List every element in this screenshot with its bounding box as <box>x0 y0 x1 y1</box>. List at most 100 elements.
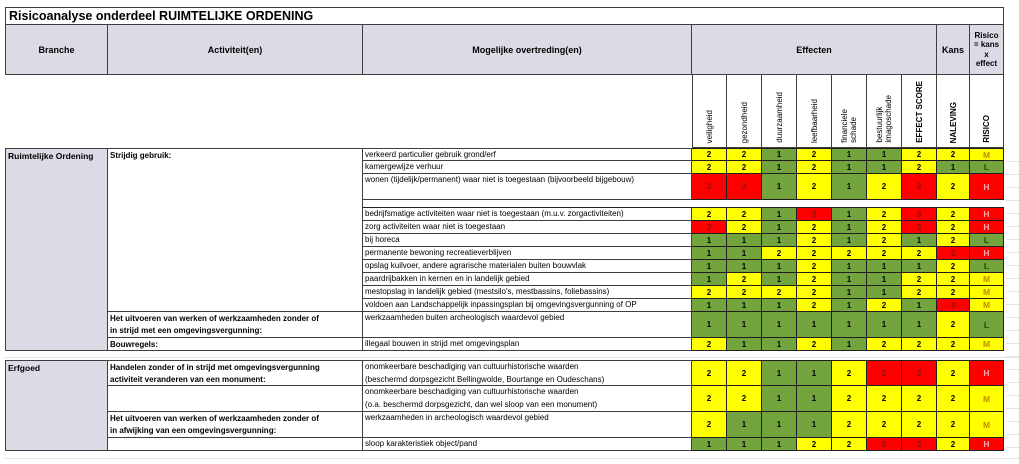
naleving-cell: 2 <box>937 260 970 273</box>
kans-col-header-label: NALEVING <box>948 101 958 143</box>
overtreding-cell: werkzaamheden in archeologisch waardevol… <box>363 412 692 438</box>
effect-value-cell: 1 <box>832 208 867 221</box>
effect-value-cell: 1 <box>762 386 797 412</box>
effect-value-cell: 2 <box>867 386 902 412</box>
effect-col-header-label: bestuurlijk imagoschade <box>875 95 893 143</box>
table-section: Ruimtelijke Ordening Strijdig gebruik: ver… <box>5 148 1004 351</box>
effect-score-cell: 3 <box>902 360 937 386</box>
effect-value-cell: 1 <box>762 273 797 286</box>
effect-value-cell: 1 <box>832 273 867 286</box>
effect-value-cell: 1 <box>727 299 762 312</box>
effect-value-cell: 1 <box>762 360 797 386</box>
effect-value-cell: 2 <box>797 286 832 299</box>
effect-col-header: gezondheid <box>727 75 762 148</box>
effect-score-cell: 2 <box>902 247 937 260</box>
effect-value-cell: 1 <box>832 260 867 273</box>
risico-cell: M <box>970 286 1004 299</box>
overtreding-cell: kamergewijze verhuur <box>363 161 692 174</box>
effect-col-header-label: EFFECT SCORE <box>914 81 924 143</box>
subheader-empty-area <box>5 75 692 148</box>
effect-score-cell: 2 <box>902 161 937 174</box>
effect-value-cell: 2 <box>867 174 902 200</box>
effect-value-cell: 1 <box>762 161 797 174</box>
page-title: Risicoanalyse onderdeel RUIMTELIJKE ORDE… <box>5 7 1004 25</box>
spreadsheet-gridline <box>5 357 1019 358</box>
effect-value-cell: 2 <box>727 148 762 161</box>
effect-value-cell: 1 <box>867 312 902 338</box>
table-section: Erfgoed Handelen zonder of in strijd met … <box>5 360 1004 451</box>
risico-cell: M <box>970 412 1004 438</box>
effect-value-cell: 2 <box>867 412 902 438</box>
effect-value-cell: 1 <box>762 438 797 451</box>
kans-col-header: NALEVING <box>937 75 970 148</box>
effect-value-cell: 1 <box>832 161 867 174</box>
effect-value-cell: 1 <box>832 312 867 338</box>
activiteit-cell: Het uitvoeren van werken of werkzaamhede… <box>108 412 363 438</box>
spreadsheet-gridlines-right <box>1006 149 1019 452</box>
risico-cell: H <box>970 174 1004 200</box>
effect-value-cell: 3 <box>692 221 727 234</box>
effect-value-cell: 2 <box>692 412 727 438</box>
effect-value-cell: 1 <box>762 221 797 234</box>
effect-score-cell: 3 <box>902 221 937 234</box>
col-header-activiteiten: Activiteit(en) <box>108 25 363 75</box>
naleving-cell: 1 <box>937 161 970 174</box>
effect-value-cell: 2 <box>797 148 832 161</box>
effect-value-cell: 2 <box>727 360 762 386</box>
risico-cell: H <box>970 360 1004 386</box>
effect-score-cell: 2 <box>902 286 937 299</box>
naleving-cell: 2 <box>937 386 970 412</box>
overtreding-cell: zorg activiteiten waar niet is toegestaa… <box>363 221 692 234</box>
effect-value-cell: 2 <box>762 286 797 299</box>
effect-value-cell: 2 <box>727 161 762 174</box>
risico-col-header-label: RISICO <box>982 115 991 143</box>
effect-value-cell: 1 <box>797 412 832 438</box>
effect-value-cell: 1 <box>832 221 867 234</box>
naleving-cell: 2 <box>937 312 970 338</box>
effect-value-cell: 2 <box>797 260 832 273</box>
effect-value-cell: 1 <box>762 312 797 338</box>
overtreding-cell: werkzaamheden buiten archeologisch waard… <box>363 312 692 338</box>
effect-value-cell: 2 <box>832 438 867 451</box>
effect-value-cell: 2 <box>867 247 902 260</box>
effect-value-cell: 3 <box>727 174 762 200</box>
spacer-row <box>363 200 1004 208</box>
effect-value-cell: 3 <box>692 174 727 200</box>
effect-score-cell: 2 <box>902 273 937 286</box>
col-header-kans: Kans <box>937 25 970 75</box>
overtreding-cell: permanente bewoning recreatieverblijven <box>363 247 692 260</box>
effect-score-cell: 3 <box>902 438 937 451</box>
effect-value-cell: 1 <box>832 286 867 299</box>
effect-value-cell: 1 <box>762 174 797 200</box>
col-header-effecten: Effecten <box>692 25 937 75</box>
effect-col-header-label: duurzaamheid <box>774 92 784 143</box>
effect-value-cell: 2 <box>797 273 832 286</box>
effect-value-cell: 1 <box>692 299 727 312</box>
naleving-cell: 2 <box>937 273 970 286</box>
effect-value-cell: 1 <box>727 412 762 438</box>
naleving-cell: 2 <box>937 148 970 161</box>
naleving-cell: 3 <box>937 247 970 260</box>
risico-cell: M <box>970 338 1004 351</box>
effect-value-cell: 1 <box>867 286 902 299</box>
effect-value-cell: 2 <box>727 386 762 412</box>
activiteit-cell <box>108 438 363 451</box>
risico-cell: M <box>970 386 1004 412</box>
risico-cell: M <box>970 299 1004 312</box>
risico-cell: L <box>970 234 1004 247</box>
risico-cell: H <box>970 221 1004 234</box>
naleving-cell: 2 <box>937 438 970 451</box>
effect-value-cell: 2 <box>692 208 727 221</box>
effect-score-cell: 1 <box>902 312 937 338</box>
effect-value-cell: 1 <box>832 338 867 351</box>
risico-cell: L <box>970 260 1004 273</box>
effect-col-header: bestuurlijk imagoschade <box>867 75 902 148</box>
effect-value-cell: 1 <box>832 234 867 247</box>
effect-value-cell: 1 <box>727 312 762 338</box>
effect-value-cell: 1 <box>762 338 797 351</box>
effect-score-cell: 1 <box>902 299 937 312</box>
effect-value-cell: 2 <box>867 221 902 234</box>
effect-value-cell: 2 <box>832 412 867 438</box>
naleving-cell: 2 <box>937 234 970 247</box>
effect-value-cell: 1 <box>692 312 727 338</box>
